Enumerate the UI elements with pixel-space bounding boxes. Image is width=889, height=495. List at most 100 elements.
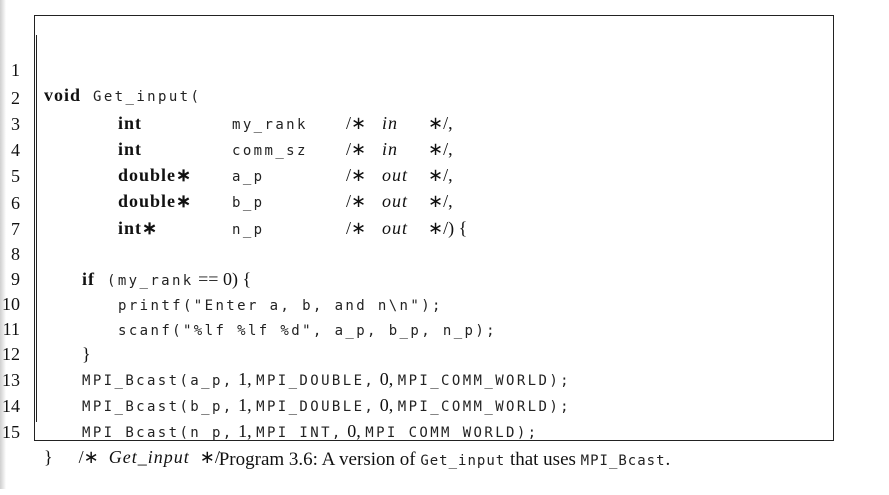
code-line: 1 void Get_input( [0,33,199,105]
code-listing-frame [34,15,834,441]
comment-close: ∗/, [428,139,453,159]
identifier: MPI_DOUBLE, [256,399,376,415]
comment-text: out [382,191,409,211]
keyword: int [118,113,143,133]
comment-close: ∗/, [428,165,453,185]
comment-open: /∗ [346,165,367,185]
caption-code-mpi-bcast: MPI_Bcast [580,453,666,469]
figure-caption: Program 3.6: A version of Get_input that… [0,449,889,471]
comment-open: /∗ [346,191,367,211]
line-number-rule [36,35,37,422]
code-text: double∗ a_p /∗ out ∗/, [118,163,453,190]
code-text: int my_rank /∗ in ∗/, [118,111,453,138]
caption-prefix: Program 3.6: A version of [218,449,421,470]
identifier: a_p [232,169,265,185]
line-number: 5 [11,166,20,186]
line-number: 8 [11,244,20,264]
code-line: 7 [0,192,20,239]
keyword: double∗ [118,191,193,211]
identifier: n_p [232,222,265,238]
code-text: int comm_sz /∗ in ∗/, [118,137,453,164]
identifier: MPI_INT, [256,425,343,441]
number: 0, [342,421,366,441]
line-number: 15 [2,422,20,442]
comment-text: out [382,165,409,185]
code-text: MPI_Bcast(n_p, 1, MPI_INT, 0, MPI_COMM_W… [82,419,539,446]
code-line: 4 double∗ a_p /∗ out ∗/, [0,113,453,185]
number: 0, [375,369,398,389]
line-number: 11 [2,319,20,339]
brace: } [44,447,53,467]
comment-close: ∗/, [428,191,453,211]
comment-text: Get_input [108,447,190,467]
code-text: scanf("%lf %lf %d", a_p, b_p, n_p); [118,317,497,344]
keyword: double∗ [118,165,193,185]
comment-text: out [382,218,409,238]
code-text: MPI_Bcast(b_p, 1, MPI_DOUBLE, 0, MPI_COM… [82,393,571,420]
code-line: 14 MPI_Bcast(n_p, 1, MPI_INT, 0, MPI_COM… [0,369,536,441]
code-line: 8 if (my_rank == 0) { [0,217,251,289]
code-text: printf("Enter a, b, and n\n"); [118,292,443,319]
code-line: 2 int my_rank /∗ in ∗/, [0,61,453,133]
identifier: Get_input( [93,89,202,105]
statement: MPI_Bcast(a_p, [82,373,234,389]
code-line: 9 printf("Enter a, b, and n\n"); [0,242,440,314]
line-number: 2 [11,88,20,108]
keyword: int [118,139,143,159]
keyword: int∗ [118,218,159,238]
keyword: if [82,269,95,289]
brace: } [82,344,91,364]
identifier: comm_sz [232,143,308,159]
statement: printf("Enter a, b, and n\n"); [118,298,443,314]
code-text: MPI_Bcast(a_p, 1, MPI_DOUBLE, 0, MPI_COM… [82,367,571,394]
code-line: 15 } /∗ Get_input ∗/ [0,395,220,467]
comment-text: in [382,139,399,159]
code-text: if (my_rank == 0) { [82,267,251,294]
comment-open: /∗ [346,139,367,159]
statement: scanf("%lf %lf %d", a_p, b_p, n_p); [118,323,498,339]
caption-suffix: . [665,449,671,470]
code-line: 13 MPI_Bcast(b_p, 1, MPI_DOUBLE, 0, MPI_… [0,343,569,415]
statement: MPI_Bcast(b_p, [82,399,234,415]
comment-open: /∗ [346,113,367,133]
line-number: 4 [11,140,20,160]
code-text: } /∗ Get_input ∗/ [44,445,220,470]
line-number: 14 [2,396,20,416]
caption-code-get-input: Get_input [420,453,506,469]
number: 1, [233,395,257,415]
line-number: 3 [11,114,20,134]
line-number: 13 [2,370,20,390]
keyword: void [44,85,82,105]
identifier: MPI_COMM_WORLD); [397,399,571,415]
line-number: 1 [11,60,20,80]
comment-close: ∗/ [199,447,220,467]
code-text: void Get_input( [44,83,201,110]
code-line: 5 double∗ b_p /∗ out ∗/, [0,139,453,211]
number: 1, [233,369,257,389]
line-number: 10 [2,294,20,314]
page-edge-shadow [0,0,6,489]
caption-middle: that uses [505,449,581,470]
identifier: my_rank [232,117,308,133]
identifier: MPI_COMM_WORLD); [397,373,571,389]
code-line: 10 scanf("%lf %lf %d", a_p, b_p, n_p); [0,267,495,339]
operator: == 0) { [193,269,252,289]
number: 0, [375,395,398,415]
comment-text: in [382,113,399,133]
code-line: 11 } [0,292,91,364]
comment-open: /∗ [78,447,99,467]
line-number: 12 [2,344,20,364]
code-text: } [82,342,91,367]
statement: MPI_Bcast(n_p, [82,425,234,441]
identifier: MPI_DOUBLE, [256,373,376,389]
comment-open: /∗ [346,218,367,238]
identifier: b_p [232,195,265,211]
identifier: MPI_COMM_WORLD); [365,425,539,441]
comment-close: ∗/) { [428,218,468,238]
code-text: int∗ n_p /∗ out ∗/) { [118,216,467,243]
code-line: 3 int comm_sz /∗ in ∗/, [0,87,453,159]
code-line: 6 int∗ n_p /∗ out ∗/) { [0,166,467,238]
line-number: 7 [11,219,20,239]
line-number: 9 [11,269,20,289]
number: 1, [233,421,257,441]
